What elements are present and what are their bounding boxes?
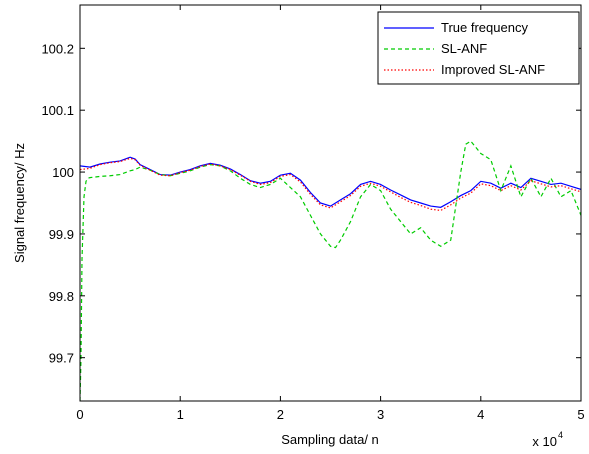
x-axis-exponent-base: x 10	[532, 434, 557, 449]
plot-area	[80, 140, 581, 401]
series-line-sl-anf	[80, 140, 581, 401]
x-tick-label: 2	[277, 407, 284, 422]
y-tick-label: 99.8	[49, 289, 74, 304]
series-layer	[80, 140, 581, 401]
x-tick-label: 3	[377, 407, 384, 422]
x-tick-label: 1	[177, 407, 184, 422]
x-axis-label: Sampling data/ n	[281, 432, 379, 447]
x-tick-label: 0	[76, 407, 83, 422]
legend-box	[377, 11, 580, 85]
y-axis-label: Signal frequency/ Hz	[12, 143, 27, 263]
x-axis-exponent-power: 4	[558, 430, 563, 440]
ticks-layer: 0 1 2 3 4 5 99.7 99.8 99.9 100 100.1 100.2	[41, 5, 585, 422]
legend-label-improved-sl-anf: Improved SL-ANF	[441, 62, 545, 77]
y-tick-label: 100	[52, 165, 74, 180]
legend-label-true-frequency: True frequency	[441, 20, 528, 35]
x-tick-label: 4	[477, 407, 484, 422]
y-tick-label: 100.2	[41, 41, 74, 56]
y-tick-label: 99.9	[49, 227, 74, 242]
legend-label-sl-anf: SL-ANF	[441, 41, 487, 56]
y-tick-label: 100.1	[41, 103, 74, 118]
plot-frame	[79, 4, 582, 402]
x-tick-label: 5	[577, 407, 584, 422]
x-axis-exponent: x 10	[532, 434, 557, 449]
legend: True frequency SL-ANF Improved SL-ANF	[377, 11, 580, 85]
series-line-improved-sl-anf	[80, 157, 581, 212]
y-tick-label: 99.7	[49, 351, 74, 366]
